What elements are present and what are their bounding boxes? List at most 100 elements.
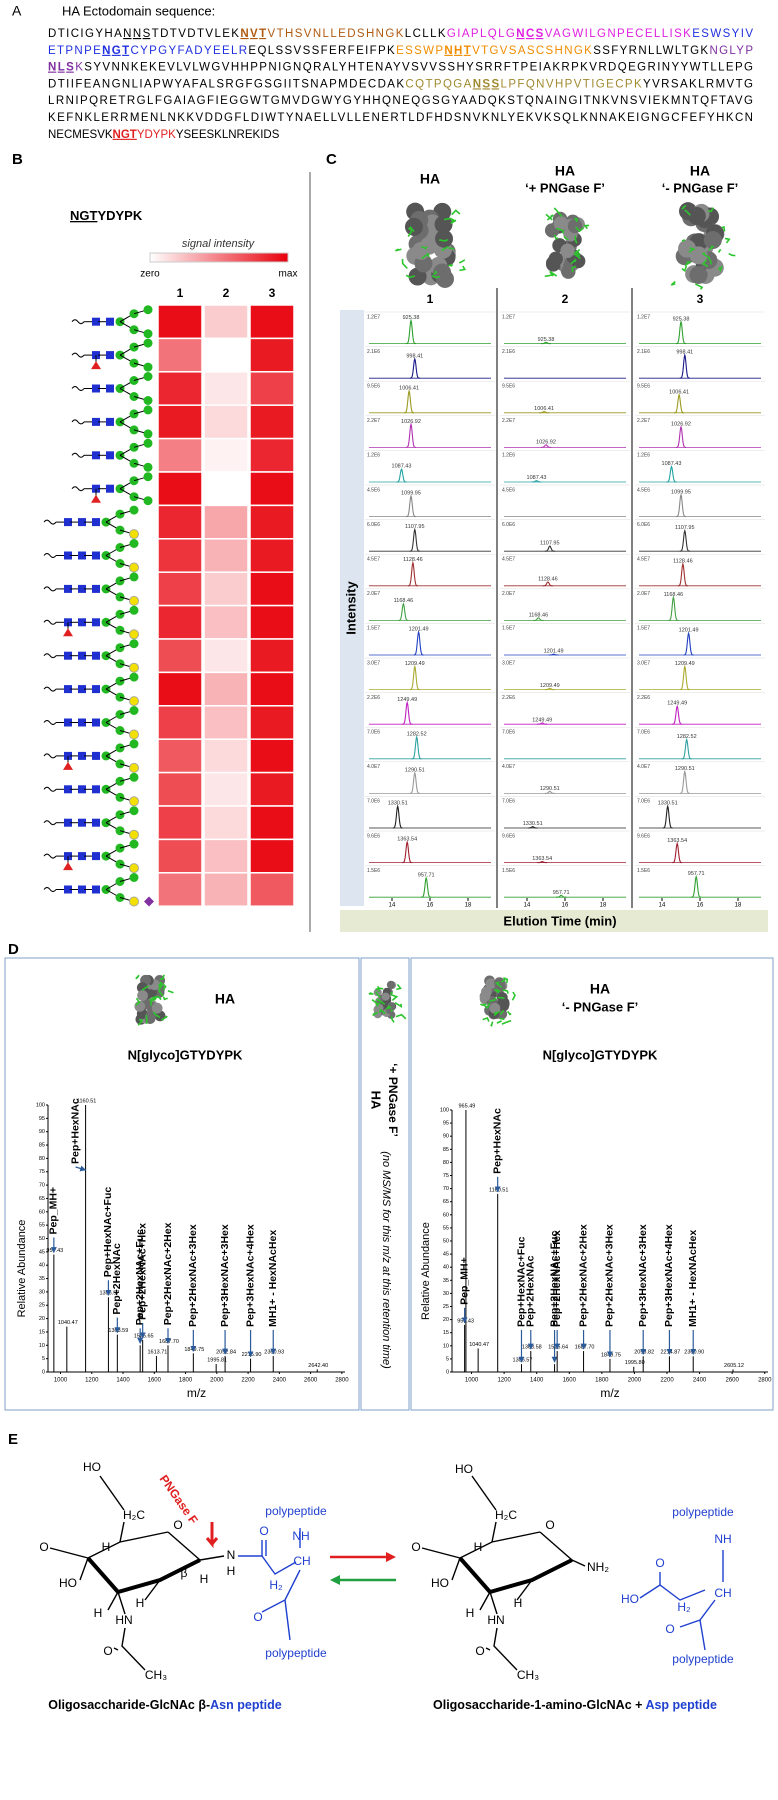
glycan-chain xyxy=(511,991,516,1001)
x-axis-label: m/z xyxy=(600,1386,619,1400)
chromatogram-peak xyxy=(539,410,550,414)
glycan-glcnac xyxy=(92,518,100,527)
heatmap-cell xyxy=(157,604,203,640)
glycan-chain xyxy=(681,239,686,242)
y-tick-label: 0 xyxy=(446,1369,449,1375)
bond xyxy=(571,1559,586,1567)
scale-label: 1.2E7 xyxy=(637,314,650,320)
text-segment: Asp peptide xyxy=(645,1698,717,1712)
annotation: MH1+ - HexNAcHex xyxy=(687,1230,699,1327)
protein-surface xyxy=(381,992,390,1001)
glycan-glcnac xyxy=(92,317,100,326)
scale-label: 3.0E7 xyxy=(637,660,650,666)
glycan-linker xyxy=(43,887,57,892)
column-label: 3 xyxy=(269,286,276,300)
atom-label: NH xyxy=(714,1532,731,1546)
x-tick-label: 18 xyxy=(600,903,607,909)
glycan-chain xyxy=(499,1017,505,1021)
atom-label: O xyxy=(545,1518,554,1532)
glycan-chain xyxy=(420,245,428,250)
peak-label: 1026.92 xyxy=(536,439,556,445)
glycan-glcnac xyxy=(78,651,86,660)
heatmap-cell xyxy=(249,604,295,640)
scale-label: 4.5E6 xyxy=(637,487,650,493)
glycan-linker xyxy=(71,452,85,458)
bond xyxy=(639,1584,706,1601)
peak-label: 1363.58 xyxy=(522,1344,542,1350)
glycan-glcnac xyxy=(92,852,100,861)
x-axis-label: Elution Time (min) xyxy=(503,913,616,928)
chromatogram-peak xyxy=(544,790,555,794)
protein-surface xyxy=(689,265,708,284)
chromatogram-peak xyxy=(679,528,690,552)
chromatogram-peak xyxy=(402,840,413,864)
glycan-glcnac xyxy=(92,451,100,460)
atom-label: NH xyxy=(292,1529,309,1543)
glycan-chain xyxy=(375,987,380,992)
glycan-chain xyxy=(372,1012,375,1017)
x-tick-label: 16 xyxy=(697,903,704,909)
y-tick-label: 5 xyxy=(446,1356,449,1362)
x-tick-label: 16 xyxy=(562,903,569,909)
peak-label: 1363.54 xyxy=(397,837,417,843)
heatmap-cell xyxy=(157,872,203,907)
atom-label: H xyxy=(474,1540,483,1554)
peak-label: 1525.65 xyxy=(134,1333,154,1339)
glycan-linker xyxy=(43,853,57,859)
atom-label: O xyxy=(655,1556,664,1570)
peak-label: 1330.51 xyxy=(388,801,408,807)
atom-label: H₂C xyxy=(123,1508,145,1522)
glycan-mannose xyxy=(129,796,139,807)
atom-label: N xyxy=(227,1548,236,1562)
heatmap-cell xyxy=(157,404,203,440)
glycan-mannose xyxy=(129,662,139,673)
glycan-icon xyxy=(43,873,154,907)
annotation: Pep+3HexNAc+3Hex xyxy=(637,1224,649,1327)
text-segment: LRNIPQRETRGLFGAIAGFIEGGWTGMVDGWYGYHHQNEQ… xyxy=(48,95,753,107)
glycan-mannose xyxy=(129,639,139,649)
peak-label: 957.71 xyxy=(418,872,435,878)
glycan-chain xyxy=(684,261,692,267)
atom-label: CH₃ xyxy=(517,1668,539,1682)
y-tick-label: 45 xyxy=(443,1252,449,1258)
heatmap-cell xyxy=(157,304,203,340)
glycan-chain xyxy=(137,1018,144,1026)
glycan-glcnac xyxy=(78,584,86,593)
annotation: Pep+2HexNAc+Hex xyxy=(551,1230,563,1327)
glycan-mannose xyxy=(129,539,139,548)
glycan-glcnac xyxy=(92,718,100,727)
text-segment: NECMESVK xyxy=(48,129,113,141)
bond xyxy=(119,1521,125,1543)
bond xyxy=(485,1647,491,1651)
atom-label: O xyxy=(39,1540,48,1554)
annotation: Pep+2HexNAc+3Hex xyxy=(187,1224,199,1327)
text-segment: SSFYRNLLWLTGK xyxy=(593,45,708,57)
glycan-chain xyxy=(384,1005,392,1010)
glycan-glcnac xyxy=(92,551,100,560)
y-tick-label: 100 xyxy=(36,1102,45,1108)
scale-label: 9.5E6 xyxy=(637,384,650,390)
atom-label: HN xyxy=(115,1613,132,1627)
peak-label: 1687.70 xyxy=(159,1339,179,1345)
panel-title: HA Ectodomain sequence: xyxy=(62,3,215,18)
heatmap-cell xyxy=(203,571,249,607)
x-tick-label: 1600 xyxy=(148,1378,162,1384)
heatmap-cell xyxy=(249,538,295,573)
glycan-chain xyxy=(371,999,379,1007)
glycan-chain xyxy=(500,977,506,983)
glycan-glcnac xyxy=(92,651,100,660)
glycan-linker xyxy=(71,486,85,492)
rich-text: Oligosaccharide-1-amino-GlcNAc + Asp pep… xyxy=(433,1698,717,1712)
text-segment: NNS xyxy=(123,28,150,40)
protein-surface xyxy=(687,206,706,225)
y-tick-label: 100 xyxy=(440,1107,449,1113)
column-title: HA xyxy=(690,163,710,179)
text-segment: YSEESKLNREKIDS xyxy=(176,129,280,141)
chromatogram-peak xyxy=(531,480,542,483)
x-tick-label: 2600 xyxy=(304,1378,318,1384)
peak-label: 2214.87 xyxy=(660,1350,680,1356)
heatmap-cell xyxy=(157,371,203,406)
box xyxy=(360,957,410,1411)
chromatogram-peak xyxy=(537,722,548,725)
glycan-chain xyxy=(141,985,150,992)
